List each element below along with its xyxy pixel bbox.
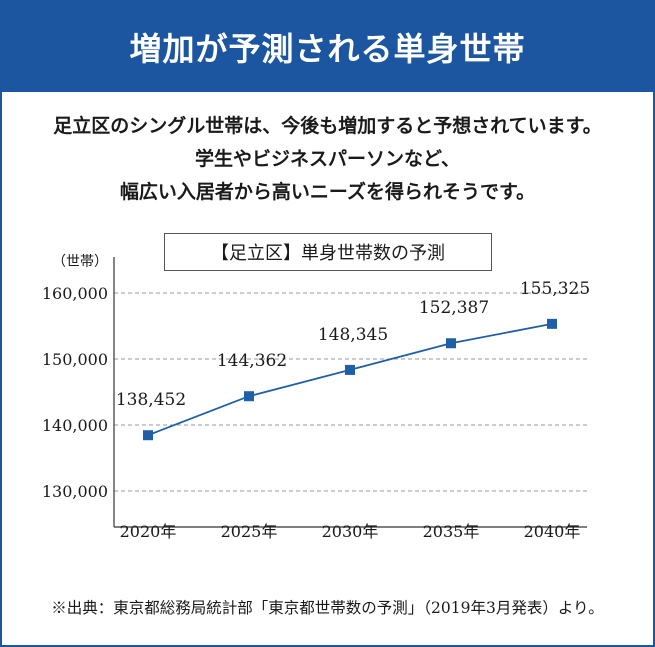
data-label: 155,325 [520, 279, 590, 299]
data-point-marker [244, 391, 254, 402]
source-footnote: ※出典：東京都総務局統計部「東京都世帯数の予測」（2019年3月発表）より。 [51, 599, 604, 617]
x-tick-label: 2025年 [221, 522, 278, 541]
intro-text: 足立区のシングル世帯は、今後も増加すると予想されています。 学生やビジネスパーソ… [2, 110, 653, 209]
data-labels: 138,452 144,362 148,345 152,387 155,325 [116, 279, 590, 410]
data-markers [143, 318, 557, 441]
header-banner: 増加が予測される単身世帯 [2, 2, 653, 92]
y-tick-label: 140,000 [42, 416, 108, 435]
data-label: 152,387 [419, 298, 489, 318]
x-tick-label: 2035年 [423, 522, 480, 541]
y-tick-label: 160,000 [42, 284, 108, 303]
data-label: 148,345 [318, 325, 388, 345]
data-point-marker [345, 364, 355, 375]
intro-line-1: 足立区のシングル世帯は、今後も増加すると予想されています。 [53, 115, 602, 137]
intro-line-3: 幅広い入居者から高いニーズを得られそうです。 [119, 181, 536, 203]
x-tick-label: 2030年 [322, 522, 379, 541]
chart-title-box: 【足立区】単身世帯数の予測 [164, 233, 492, 271]
data-point-marker [446, 338, 456, 349]
data-point-marker [547, 318, 557, 329]
intro-line-2: 学生やビジネスパーソンなど、 [194, 148, 461, 170]
x-tick-labels: 2020年 2025年 2030年 2035年 2040年 [120, 522, 581, 541]
data-label: 138,452 [116, 390, 186, 410]
y-tick-label: 130,000 [42, 482, 108, 501]
y-tick-label: 150,000 [42, 350, 108, 369]
x-tick-label: 2040年 [524, 522, 581, 541]
grid-lines [114, 292, 587, 492]
x-tick-label: 2020年 [120, 522, 177, 541]
page-title: 増加が予測される単身世帯 [129, 30, 526, 68]
data-point-marker [143, 430, 153, 441]
chart-title: 【足立区】単身世帯数の予測 [211, 243, 445, 264]
data-label: 144,362 [217, 351, 287, 371]
y-axis-label: （世帯） [52, 254, 108, 270]
y-tick-labels: 130,000 140,000 150,000 160,000 [42, 284, 108, 501]
